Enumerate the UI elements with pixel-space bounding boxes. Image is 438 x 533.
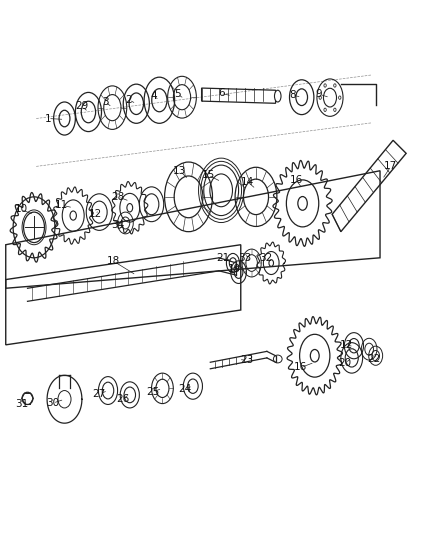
Text: 12: 12 xyxy=(88,209,102,219)
Text: 4: 4 xyxy=(150,91,157,101)
Text: 8: 8 xyxy=(289,90,295,100)
Text: 14: 14 xyxy=(240,176,254,187)
Ellipse shape xyxy=(298,197,307,210)
Text: 2: 2 xyxy=(126,95,132,105)
Text: 18: 18 xyxy=(107,256,120,266)
Text: 5: 5 xyxy=(174,89,181,99)
Ellipse shape xyxy=(275,90,281,102)
Text: 25: 25 xyxy=(146,387,159,397)
Text: 20: 20 xyxy=(339,358,352,368)
Text: 30: 30 xyxy=(46,398,59,408)
Text: 27: 27 xyxy=(93,389,106,399)
Text: 19: 19 xyxy=(228,264,241,273)
Text: 33: 33 xyxy=(238,253,252,263)
Text: 10: 10 xyxy=(14,205,28,214)
Ellipse shape xyxy=(22,392,33,405)
Text: 26: 26 xyxy=(116,394,129,404)
Text: 11: 11 xyxy=(55,200,68,210)
Ellipse shape xyxy=(269,260,273,266)
Text: 12: 12 xyxy=(339,340,353,350)
Text: 32: 32 xyxy=(259,253,272,263)
Text: 29: 29 xyxy=(75,101,88,111)
Text: 17: 17 xyxy=(384,161,398,172)
Text: 1: 1 xyxy=(45,114,51,124)
Text: 21: 21 xyxy=(217,253,230,263)
Ellipse shape xyxy=(273,355,282,363)
Text: 24: 24 xyxy=(178,384,192,394)
Text: 16: 16 xyxy=(294,362,307,373)
Text: 22: 22 xyxy=(367,354,380,364)
Text: 16: 16 xyxy=(290,175,303,185)
Text: 34: 34 xyxy=(111,220,125,230)
Text: 23: 23 xyxy=(240,355,254,365)
Ellipse shape xyxy=(311,350,319,362)
Text: 13: 13 xyxy=(173,166,187,176)
Ellipse shape xyxy=(70,211,76,220)
Text: 31: 31 xyxy=(16,399,29,409)
Text: 15: 15 xyxy=(201,170,215,180)
Text: 9: 9 xyxy=(316,89,322,99)
Ellipse shape xyxy=(127,204,133,212)
Text: 3: 3 xyxy=(102,97,108,107)
Text: 28: 28 xyxy=(111,192,125,202)
Text: 6: 6 xyxy=(218,88,225,98)
